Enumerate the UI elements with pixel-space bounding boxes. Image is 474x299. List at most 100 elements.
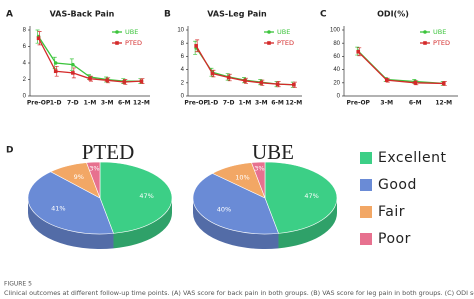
value-label: 10% xyxy=(235,173,249,181)
point xyxy=(122,80,127,84)
x-tick-label: 3-M xyxy=(380,100,393,107)
point xyxy=(356,49,361,54)
chart-title: ODI(%) xyxy=(377,10,409,19)
x-tick-label: 1-M xyxy=(84,100,97,107)
y-tick-label: 4 xyxy=(181,67,185,73)
legend-label: UBE xyxy=(125,28,138,36)
y-tick-label: 2 xyxy=(181,80,185,86)
y-tick-label: 0 xyxy=(181,94,185,100)
y-tick-label: 6 xyxy=(23,44,27,50)
slice-side xyxy=(278,198,337,249)
slice xyxy=(86,161,101,199)
caption-text: Clinical outcomes at different follow-up… xyxy=(4,289,474,297)
y-tick-label: 80 xyxy=(333,41,340,47)
legend-label: Fair xyxy=(378,204,405,220)
slice xyxy=(264,161,338,234)
x-tick-label: 12-M xyxy=(435,100,452,107)
legend-marker xyxy=(423,41,427,45)
chart-title: VAS-Leg Pain xyxy=(207,10,267,19)
legend-swatch xyxy=(360,233,372,245)
x-tick-label: 6-M xyxy=(271,100,284,107)
slice xyxy=(251,161,266,199)
x-tick-label: 1-D xyxy=(207,100,219,107)
panel-label: B xyxy=(164,10,171,20)
point xyxy=(441,81,446,86)
legend-marker xyxy=(423,30,427,34)
legend-label: Good xyxy=(378,177,417,193)
legend-marker xyxy=(115,41,119,45)
y-tick-label: 0 xyxy=(23,94,27,100)
legend-label: UBE xyxy=(433,28,446,36)
chart-title: VAS-Back Pain xyxy=(50,10,115,19)
slice-side xyxy=(193,198,279,249)
point xyxy=(53,61,58,65)
x-tick-label: 1-M xyxy=(239,100,252,107)
panel-label: C xyxy=(320,10,327,20)
x-tick-label: 12-M xyxy=(133,100,150,107)
point xyxy=(210,71,215,76)
point xyxy=(71,71,75,75)
legend-marker xyxy=(267,30,271,34)
point xyxy=(105,78,109,83)
point xyxy=(194,44,198,48)
legend-label: Poor xyxy=(378,231,411,247)
series-line xyxy=(357,50,444,85)
legend-label: PTED xyxy=(125,39,142,47)
value-label: 3% xyxy=(89,165,99,173)
panel-label: A xyxy=(6,10,13,20)
y-tick-label: 60 xyxy=(333,54,340,60)
y-tick-label: 100 xyxy=(330,28,341,34)
y-tick-label: 4 xyxy=(23,61,27,67)
slice xyxy=(192,173,279,235)
caption-label: FIGURE 5 xyxy=(4,281,32,288)
pie-title: UBE xyxy=(252,140,294,164)
y-tick-label: 0 xyxy=(337,94,341,100)
point xyxy=(384,78,389,82)
point xyxy=(53,69,58,74)
point xyxy=(71,62,75,67)
x-tick-label: 7-D xyxy=(223,100,235,107)
legend-label: PTED xyxy=(433,39,450,47)
x-tick-label: 7-D xyxy=(67,100,79,107)
x-tick-label: 3-M xyxy=(101,100,114,107)
y-tick-label: 20 xyxy=(333,80,340,86)
slice xyxy=(27,171,114,235)
legend-marker xyxy=(115,30,119,34)
x-tick-label: 3-M xyxy=(255,100,268,107)
point xyxy=(88,76,92,81)
point xyxy=(292,82,296,87)
y-tick-label: 40 xyxy=(333,67,340,73)
value-label: 40% xyxy=(217,205,231,213)
legend-swatch xyxy=(360,152,372,164)
series-line xyxy=(357,51,444,85)
y-tick-label: 2 xyxy=(23,77,27,83)
point xyxy=(413,81,418,85)
x-tick-label: 1-D xyxy=(50,100,62,107)
legend-label: PTED xyxy=(277,39,294,47)
y-tick-label: 10 xyxy=(177,28,184,34)
x-tick-label: 6-M xyxy=(409,100,422,107)
point xyxy=(275,82,280,86)
point xyxy=(226,75,231,80)
legend-label: Excellent xyxy=(378,150,446,166)
point xyxy=(139,79,144,83)
value-label: 9% xyxy=(74,173,84,181)
value-label: 3% xyxy=(254,165,264,173)
x-tick-label: Pre-OP xyxy=(347,100,371,107)
legend-label: UBE xyxy=(277,28,290,36)
slice-side xyxy=(28,198,114,249)
y-tick-label: 8 xyxy=(23,28,27,34)
y-tick-label: 8 xyxy=(181,41,185,47)
value-label: 47% xyxy=(304,192,318,200)
x-tick-label: Pre-OP xyxy=(27,100,51,107)
point xyxy=(36,36,41,41)
point xyxy=(243,79,247,83)
value-label: 47% xyxy=(139,192,153,200)
value-label: 41% xyxy=(51,205,65,213)
legend-swatch xyxy=(360,206,372,218)
pie-title: PTED xyxy=(82,140,135,164)
legend-marker xyxy=(267,41,271,45)
y-tick-label: 6 xyxy=(181,54,185,60)
slice-side xyxy=(113,198,172,249)
